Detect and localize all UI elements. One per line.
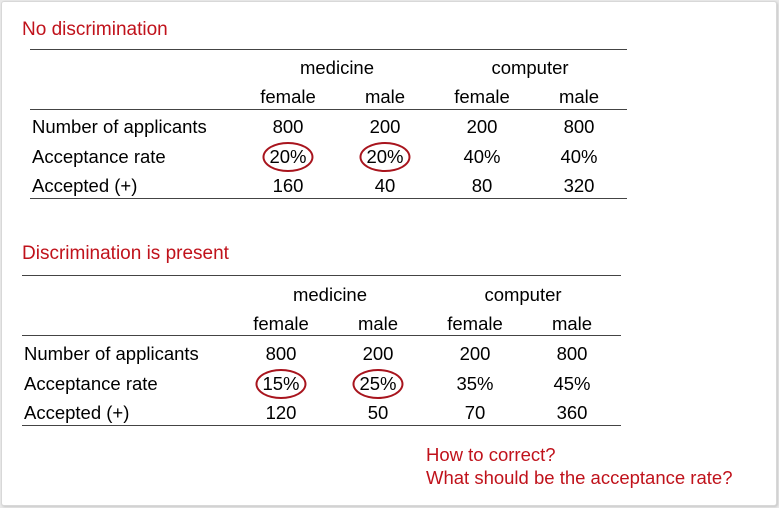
table2-subheader-male-computer: male <box>551 313 593 334</box>
table2-group-computer: computer <box>484 284 562 305</box>
table1-subheader-female-medicine: female <box>260 86 316 107</box>
table1-cell: 40% <box>463 146 501 167</box>
table2-row-label: Accepted (+) <box>24 402 130 423</box>
table1-cell: 800 <box>563 116 595 137</box>
table1-group-computer: computer <box>491 57 569 78</box>
table1-cell: 160 <box>272 175 304 196</box>
table1-circled-cell: 20% <box>262 142 314 172</box>
table1-cell: 40 <box>374 175 396 196</box>
table2-cell: 120 <box>265 402 297 423</box>
table2-cell: 200 <box>459 343 491 364</box>
note-how-to-correct: How to correct? <box>426 444 556 465</box>
table1-group-medicine: medicine <box>299 57 375 78</box>
table1-cell: 800 <box>272 116 304 137</box>
table1-subheader-female-computer: female <box>454 86 510 107</box>
table1-header-rule <box>30 109 627 110</box>
table2-top-rule <box>22 275 621 276</box>
table2-title: Discrimination is present <box>22 243 229 264</box>
table1-subheader-male-computer: male <box>558 86 600 107</box>
table1-row-label: Acceptance rate <box>32 146 166 167</box>
table1-top-rule <box>30 49 627 50</box>
table1-cell: 200 <box>466 116 498 137</box>
table2-cell: 800 <box>265 343 297 364</box>
table1-circled-cell: 20% <box>359 142 411 172</box>
table2-header-rule <box>22 335 621 336</box>
table1-bottom-rule <box>30 198 627 199</box>
table2-cell: 360 <box>556 402 588 423</box>
table2-subheader-female-medicine: female <box>253 313 309 334</box>
table2-cell: 800 <box>556 343 588 364</box>
table1-title: No discrimination <box>22 19 168 40</box>
table2-group-medicine: medicine <box>292 284 368 305</box>
table2-cell: 70 <box>464 402 486 423</box>
table1-cell: 40% <box>560 146 598 167</box>
table2-circled-cell: 25% <box>352 369 404 399</box>
table2-subheader-female-computer: female <box>447 313 503 334</box>
table2-bottom-rule <box>22 425 621 426</box>
table1-cell: 200 <box>369 116 401 137</box>
table1-subheader-male-medicine: male <box>364 86 406 107</box>
table2-cell: 45% <box>553 373 591 394</box>
table2-cell: 35% <box>456 373 494 394</box>
table1-row-label: Number of applicants <box>32 116 207 137</box>
table2-cell: 200 <box>362 343 394 364</box>
table2-row-label: Number of applicants <box>24 343 199 364</box>
table2-cell: 50 <box>367 402 389 423</box>
table1-row-label: Accepted (+) <box>32 175 138 196</box>
table2-circled-cell: 15% <box>255 369 307 399</box>
table2-row-label: Acceptance rate <box>24 373 158 394</box>
table2-subheader-male-medicine: male <box>357 313 399 334</box>
table1-cell: 80 <box>471 175 493 196</box>
table1-cell: 320 <box>563 175 595 196</box>
note-acceptance-rate-question: What should be the acceptance rate? <box>426 467 733 488</box>
